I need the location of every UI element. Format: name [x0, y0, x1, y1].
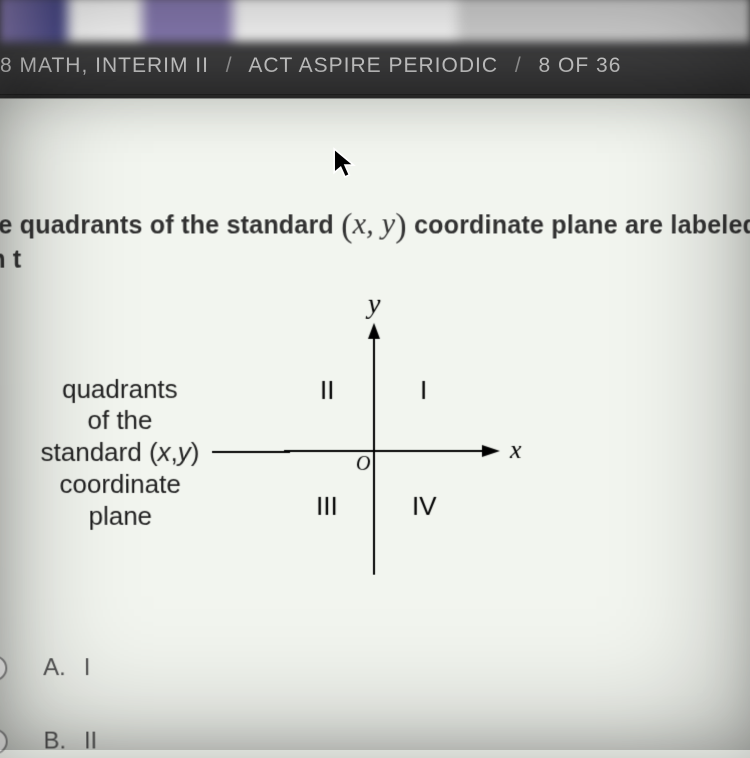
choice-a-text: I [84, 654, 91, 682]
choice-a[interactable]: A. I [0, 654, 750, 682]
cursor-icon [332, 146, 358, 182]
breadcrumb-part-a: 8 MATH, INTERIM II [0, 54, 209, 77]
breadcrumb-sep: / [505, 54, 532, 77]
quadrant-2-label: II [320, 375, 334, 406]
breadcrumb-part-c: 8 OF 36 [539, 54, 622, 77]
coordinate-plane-diagram: y x O I II III IV [244, 323, 544, 583]
question-prefix: he quadrants of the standard [0, 211, 341, 239]
choice-b[interactable]: B. II [0, 728, 750, 756]
caption-l1: quadrants [10, 374, 230, 406]
figure-row: quadrants of the standard (x,y) coordina… [9, 323, 750, 583]
math-comma: , [366, 207, 381, 240]
breadcrumb-part-b: ACT ASPIRE PERIODIC [248, 54, 498, 77]
answer-choices: A. I B. II [0, 654, 750, 755]
caption-l4: coordinate [10, 469, 230, 501]
paren-close: ) [395, 207, 407, 244]
figure-caption: quadrants of the standard (x,y) coordina… [10, 374, 231, 532]
caption-l5: plane [10, 500, 230, 532]
paren-open: ( [341, 207, 353, 244]
origin-label: O [356, 453, 370, 476]
breadcrumb: 8 MATH, INTERIM II / ACT ASPIRE PERIODIC… [0, 38, 750, 95]
caption-l3: standard (x,y) [10, 437, 230, 469]
math-y: y [382, 207, 396, 240]
quadrant-4-label: IV [412, 491, 437, 522]
radio-a[interactable] [0, 655, 7, 681]
math-x: x [353, 207, 367, 240]
quadrant-1-label: I [420, 375, 427, 406]
quadrant-3-label: III [316, 491, 338, 522]
choice-b-letter: B. [43, 728, 66, 756]
caption-pointer-line [212, 451, 290, 453]
y-axis-label: y [368, 289, 380, 321]
choice-b-text: II [84, 728, 97, 756]
breadcrumb-sep: / [216, 54, 243, 77]
window-tabs-blur [0, 0, 750, 42]
choice-a-letter: A. [43, 654, 66, 682]
content-panel: he quadrants of the standard (x, y) coor… [0, 98, 750, 758]
radio-b[interactable] [0, 729, 8, 755]
x-axis-label: x [510, 435, 522, 465]
question-text: he quadrants of the standard (x, y) coor… [0, 207, 750, 274]
caption-l2: of the [10, 405, 230, 437]
